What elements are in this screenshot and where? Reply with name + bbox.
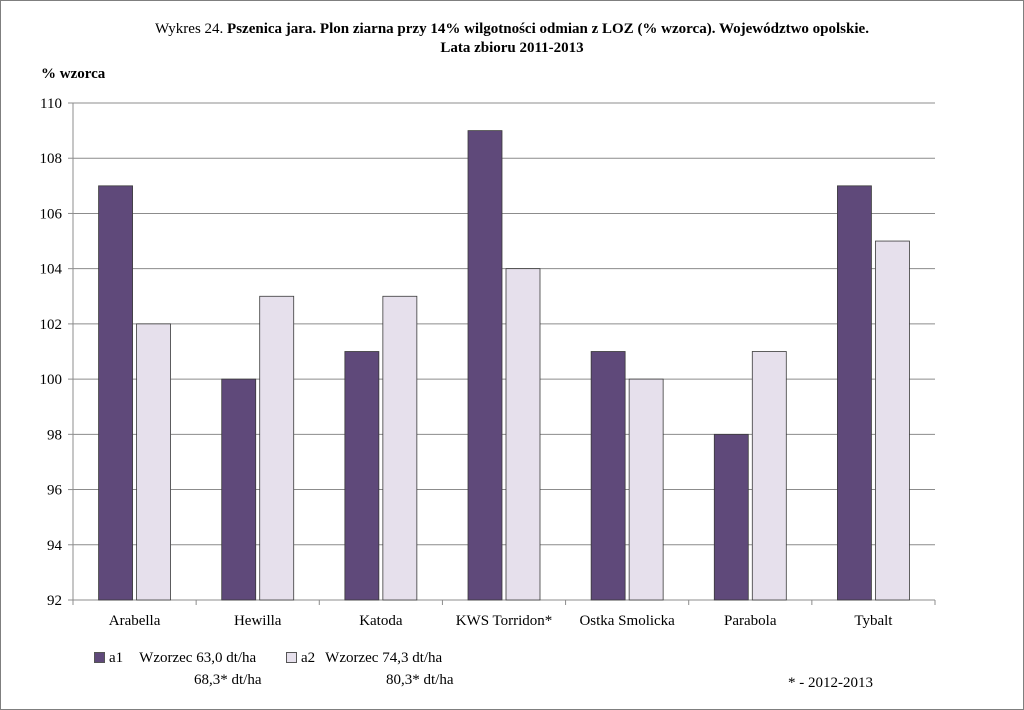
y-tick-label: 94 [47,538,63,554]
legend-a1-name: a1 [109,650,124,666]
bar-a1 [98,185,133,601]
y-tick-label: 110 [40,96,62,112]
footnote: * - 2012-2013 [788,675,873,691]
title-prefix: Wykres 24. [155,21,224,37]
title-line-2: Lata zbioru 2011-2013 [440,40,584,56]
x-tick-label: Katoda [359,613,403,629]
bar-a2 [875,240,910,601]
bar-a2 [382,295,418,601]
bar-a1 [344,351,380,601]
x-tick-label: Parabola [724,613,777,629]
y-axis-label: % wzorca [41,66,106,82]
bar-a2 [751,351,787,601]
bar-a1 [467,130,503,601]
y-tick-label: 104 [40,262,63,278]
legend-swatch-a1 [94,652,105,664]
x-tick-label: Arabella [109,613,161,629]
bar-a1 [221,378,257,601]
y-tick-label: 92 [47,593,62,609]
title-bold: Pszenica jara. Plon ziarna przy 14% wilg… [227,21,869,37]
y-tick-label: 106 [40,206,63,222]
x-tick-label: Ostka Smolicka [579,613,675,629]
bar-a2 [136,323,171,601]
y-tick-label: 108 [40,151,63,167]
legend-a1-text2: 68,3* dt/ha [194,672,262,688]
bar-a1 [837,185,872,601]
y-tick-label: 98 [47,427,62,443]
y-tick-label: 102 [40,317,63,333]
x-tick-label: KWS Torridon* [456,613,553,629]
legend-row-1: a1 Wzorzec 63,0 dt/ha [94,650,256,667]
x-tick-label: Hewilla [234,613,282,629]
legend-swatch-a2 [286,652,297,664]
legend-a1-text: Wzorzec 63,0 dt/ha [139,650,257,666]
legend-a2-text: Wzorzec 74,3 dt/ha [325,650,443,666]
legend-a2-text2: 80,3* dt/ha [386,672,454,688]
bar-a2 [505,268,541,601]
bar-a2 [628,378,664,601]
bar-a1 [590,351,626,601]
legend-a2-name: a2 [301,650,316,666]
chart-title: Wykres 24. Pszenica jara. Plon ziarna pr… [0,20,1024,58]
bar-a2 [259,295,295,601]
x-tick-label: Tybalt [854,613,893,629]
title-line-1: Wykres 24. Pszenica jara. Plon ziarna pr… [0,20,1024,39]
y-tick-label: 96 [47,483,63,499]
legend-row-1b: a2 Wzorzec 74,3 dt/ha [286,650,442,667]
bar-a1 [713,433,749,601]
y-tick-label: 100 [40,372,63,388]
